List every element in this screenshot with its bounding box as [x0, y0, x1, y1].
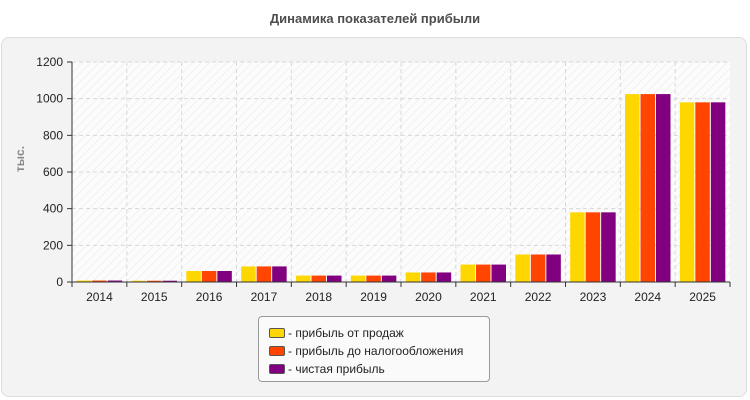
bar-2023-series-3	[601, 212, 616, 282]
y-tick-label: 1000	[36, 92, 63, 106]
x-tick-labels: 2014 2015 2016 2017 2018 2019 2020 2021 2022 2023…	[86, 290, 716, 304]
legend-label: - прибыль до налогообложения	[288, 344, 464, 358]
legend-item-sales-profit: - прибыль от продаж	[269, 324, 489, 342]
legend: - прибыль от продаж - прибыль до налогоо…	[258, 316, 490, 382]
grid-lines	[72, 61, 730, 282]
x-tick-label: 2021	[470, 290, 497, 304]
y-tick-label: 600	[43, 165, 63, 179]
bar-2017-series-2	[256, 266, 272, 282]
legend-swatch	[269, 364, 285, 374]
bar-2018-series-3	[327, 275, 342, 282]
bar-2024-series-1	[625, 94, 640, 282]
bar-2021-series-3	[491, 264, 506, 282]
x-tick-label: 2014	[86, 290, 113, 304]
bar-2019-series-2	[366, 275, 381, 282]
x-tick-label: 2019	[360, 290, 387, 304]
y-tick-label: 800	[43, 128, 63, 142]
x-tick-label: 2017	[251, 290, 278, 304]
x-tick-label: 2025	[689, 290, 716, 304]
x-tick-label: 2020	[415, 290, 442, 304]
bars	[76, 94, 726, 282]
bar-2016-series-2	[201, 271, 217, 282]
bar-2015-series-2	[147, 280, 162, 282]
bar-2020-series-3	[436, 272, 452, 282]
bar-2016-series-1	[186, 271, 201, 282]
y-tick-label: 0	[56, 275, 63, 289]
chart-title: Динамика показателей прибыли	[269, 11, 481, 26]
x-tick-label: 2023	[580, 290, 607, 304]
bar-2015-series-3	[162, 280, 177, 282]
legend-label: - прибыль от продаж	[288, 326, 404, 340]
legend-label: - чистая прибыль	[288, 362, 385, 376]
bar-2025-series-2	[695, 102, 710, 282]
y-tick-label: 1200	[36, 55, 63, 69]
bar-2023-series-1	[570, 212, 585, 282]
axes	[67, 61, 731, 287]
y-tick-label: 400	[43, 202, 63, 216]
bar-2017-series-1	[241, 266, 256, 282]
bar-2025-series-1	[679, 102, 695, 282]
x-tick-label: 2024	[634, 290, 661, 304]
legend-item-net-profit: - чистая прибыль	[269, 360, 489, 378]
bar-2021-series-2	[476, 264, 491, 282]
bar-2024-series-2	[640, 94, 655, 282]
bar-2014-series-2	[92, 280, 107, 282]
bar-2014-series-3	[107, 280, 123, 282]
bar-2019-series-3	[381, 275, 397, 282]
bar-2014-series-1	[76, 280, 92, 282]
x-tick-label: 2016	[196, 290, 223, 304]
bar-2025-series-3	[710, 102, 726, 282]
x-tick-label: 2018	[305, 290, 332, 304]
legend-item-pretax-profit: - прибыль до налогообложения	[269, 342, 489, 360]
bar-2022-series-2	[530, 254, 546, 282]
x-tick-label: 2022	[525, 290, 552, 304]
y-tick-label: 200	[43, 238, 63, 252]
bar-2018-series-1	[296, 275, 311, 282]
bar-2019-series-1	[350, 275, 366, 282]
bar-2016-series-3	[217, 271, 232, 282]
bar-2022-series-3	[546, 254, 561, 282]
bar-2020-series-1	[405, 272, 421, 282]
bar-2017-series-3	[272, 266, 287, 282]
bar-2018-series-2	[311, 275, 326, 282]
legend-swatch	[269, 328, 285, 338]
x-tick-label: 2015	[141, 290, 168, 304]
y-tick-labels: 0 200 400 600 800 1000 1200	[36, 55, 63, 289]
bar-2022-series-1	[515, 254, 530, 282]
legend-swatch	[269, 346, 285, 356]
bar-2015-series-1	[131, 280, 146, 282]
bar-2024-series-3	[656, 94, 671, 282]
bar-2023-series-2	[585, 212, 601, 282]
bar-2021-series-1	[460, 264, 475, 282]
y-axis-label: тыс.	[13, 146, 27, 172]
bar-2020-series-2	[421, 272, 436, 282]
